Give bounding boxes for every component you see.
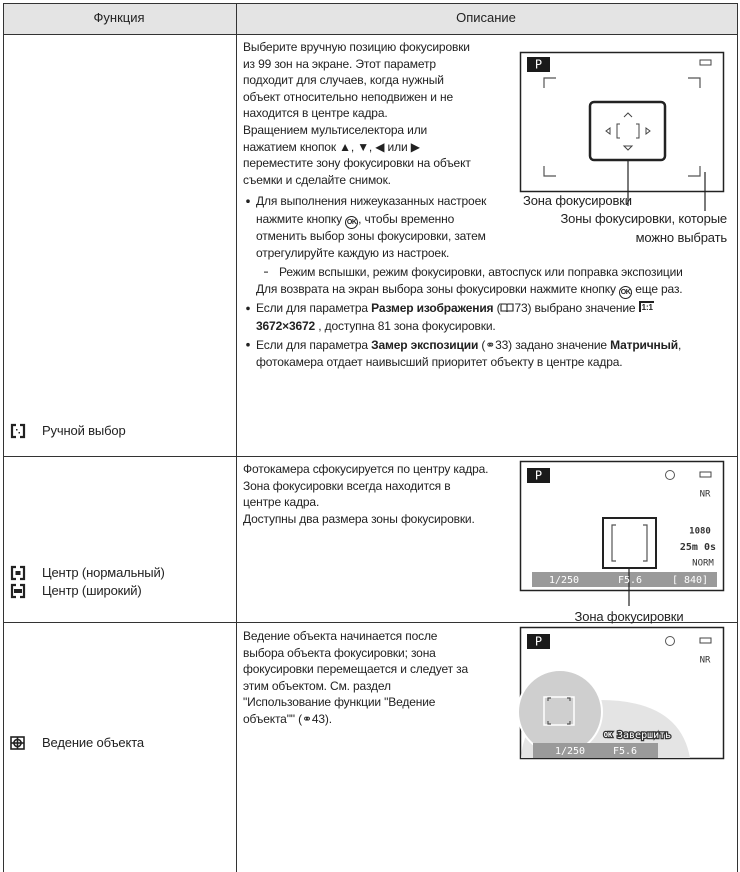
nr-indicator: NR xyxy=(700,490,711,500)
text-line: Режим вспышки, режим фокусировки, автосп… xyxy=(279,265,683,280)
video-indicator: 1080 xyxy=(689,527,711,537)
mode-badge xyxy=(527,634,550,649)
text-line: отрегулируйте каждую из настроек. xyxy=(256,245,449,261)
mode-label: P xyxy=(535,469,542,483)
text: отменить выбор зоны фокусировки, затем xyxy=(256,228,486,243)
text: (⚭33) задано значение xyxy=(478,337,611,352)
icon-manual xyxy=(10,423,26,439)
text-line: центре кадра. xyxy=(243,495,320,510)
text-line: объекта"" (⚭43). xyxy=(243,712,332,726)
text-line: из 99 зон на экране. Этот параметр xyxy=(243,56,436,71)
mode-badge xyxy=(527,57,550,72)
text-line: подходит для случаев, когда нужный xyxy=(243,73,444,88)
text-line: Ведение объекта xyxy=(42,735,144,750)
text-line: фокусировки перемещается и следует за xyxy=(243,662,469,677)
bullet xyxy=(246,199,250,203)
text: Для возврата на экран выбора зоны фокуси… xyxy=(256,282,620,297)
ok-icon: OK xyxy=(604,731,613,739)
text-line: Для возврата на экран выбора зоны фокуси… xyxy=(256,281,683,300)
text-line: Если для параметра Размер изображения (7… xyxy=(256,300,654,316)
text-line: Вращением мультиселектора или xyxy=(243,123,428,137)
icon-center xyxy=(10,565,26,599)
camera-screen xyxy=(519,460,725,606)
text-line: находится в центре кадра. xyxy=(243,106,388,121)
quality-indicator: NORM xyxy=(692,559,714,569)
text-line: съемки и сделайте снимок. xyxy=(243,172,391,187)
text-line: Доступны два размера зоны фокусировки. xyxy=(243,511,475,526)
finish-label: Завершить xyxy=(617,730,671,741)
bullet xyxy=(246,306,250,311)
bold-text: Матричный xyxy=(610,337,678,352)
bold-text: 3672×3672 xyxy=(256,318,316,333)
image-size-icon: 1:1 xyxy=(638,301,654,313)
shutter-speed: 1/250 xyxy=(555,746,585,757)
text-line: Для выполнения нижеуказанных настроек xyxy=(256,193,486,209)
mode-label: P xyxy=(535,635,542,649)
text: еще раз. xyxy=(632,282,683,297)
text-line: Зона фокусировки всегда находится в xyxy=(243,478,451,493)
text-line: 3672×3672 , доступна 81 зона фокусировки… xyxy=(256,318,496,334)
nr-indicator: NR xyxy=(700,656,711,666)
text: Если для параметра xyxy=(256,301,372,316)
text: нажмите кнопку xyxy=(256,211,346,226)
text-line: отменить выбор зоны фокусировки, затем xyxy=(256,228,486,244)
ok-button-icon: OK xyxy=(619,286,633,300)
text-line: нажмите кнопку OK, чтобы временно xyxy=(256,211,454,229)
ok-button-icon: OK xyxy=(345,215,359,229)
text: Если для параметра xyxy=(256,337,372,352)
text: , чтобы временно xyxy=(358,211,455,226)
text: , xyxy=(677,337,682,352)
mode-label: P xyxy=(535,58,542,72)
text-line: Зоны фокусировки, которые xyxy=(560,211,727,226)
text: фотокамера отдает наивысший приоритет об… xyxy=(256,355,623,369)
aperture: F5.6 xyxy=(613,746,637,757)
text-line: Зона фокусировки xyxy=(523,193,632,208)
text-line: можно выбрать xyxy=(635,230,728,245)
column-header: Функция xyxy=(93,10,145,25)
column-header: Описание xyxy=(456,10,516,25)
mode-badge xyxy=(527,468,550,483)
bold-text: Размер изображения xyxy=(371,301,494,316)
text: отрегулируйте каждую из настроек. xyxy=(256,246,450,261)
camera-screen xyxy=(517,626,725,760)
text: , доступна 81 зона фокусировки. xyxy=(315,318,496,333)
aperture: F5.6 xyxy=(618,575,642,586)
bold-text: Замер экспозиции xyxy=(371,337,479,352)
camera-screen xyxy=(519,51,725,211)
shots-remaining: [ 840] xyxy=(672,575,708,586)
text-line: этим объектом. См. раздел xyxy=(243,678,391,693)
remaining-time: 25m 0s xyxy=(680,542,716,553)
text-line: переместите зону фокусировки на объект xyxy=(243,156,471,171)
text-line: объект относительно неподвижен и не xyxy=(243,89,454,104)
text-line: Выберите вручную позицию фокусировки xyxy=(243,40,470,54)
icon-tracking xyxy=(10,736,25,750)
text: 73) выбрано значение xyxy=(514,301,639,316)
text-line: фотокамера отдает наивысший приоритет об… xyxy=(256,354,623,370)
book-icon xyxy=(500,303,515,313)
text-line: Ручной выбор xyxy=(42,423,126,438)
grid xyxy=(3,3,738,872)
text-line: Ведение объекта начинается после xyxy=(243,629,438,643)
text-line: Фотокамера сфокусируется по центру кадра… xyxy=(243,462,489,476)
text-line: выбора объекта фокусировки; зона xyxy=(243,645,436,660)
text: Для выполнения нижеуказанных настроек xyxy=(256,194,487,209)
text-line: Зона фокусировки xyxy=(574,609,684,624)
text-line: Если для параметра Замер экспозиции (⚭33… xyxy=(256,337,681,353)
shutter-speed: 1/250 xyxy=(549,575,579,586)
text: ( xyxy=(493,301,501,316)
text-line: нажатием кнопок ▲, ▼, ◀ или ▶ xyxy=(243,139,420,154)
bullet xyxy=(246,342,250,347)
header-bg xyxy=(3,3,737,34)
text-line: Центр (широкий) xyxy=(42,583,142,598)
text-line: Центр (нормальный) xyxy=(42,565,165,580)
text-line: "Использование функции "Ведение xyxy=(243,695,436,710)
